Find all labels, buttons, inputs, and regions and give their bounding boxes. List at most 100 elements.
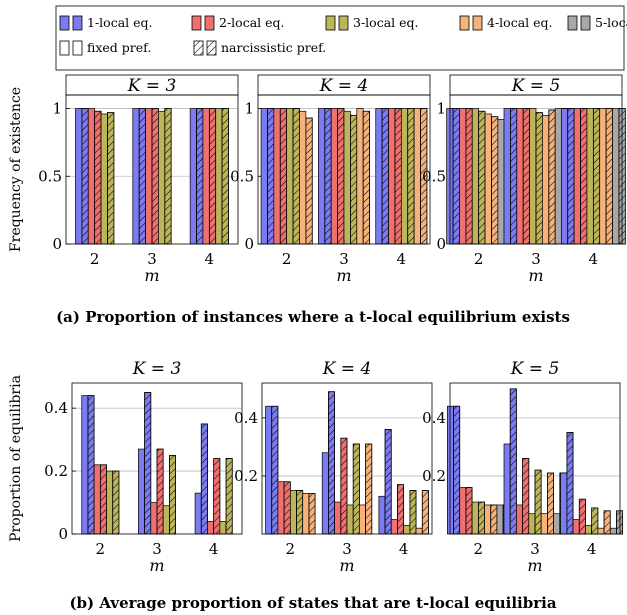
bar-hatch bbox=[279, 108, 288, 245]
x-tick-label: 3 bbox=[152, 540, 162, 558]
bar-hatch bbox=[421, 490, 429, 535]
legend-label: 1-local eq. bbox=[87, 15, 153, 30]
bar bbox=[496, 504, 504, 535]
bar-hatch bbox=[592, 108, 601, 245]
bar bbox=[265, 405, 273, 535]
panel-title: K = 5 bbox=[510, 359, 560, 379]
y-axis-label: Proportion of equilibria bbox=[8, 375, 24, 542]
bar-hatch bbox=[522, 108, 530, 245]
x-axis-label: m bbox=[144, 266, 159, 285]
y-tick-label: 0.5 bbox=[230, 167, 254, 185]
legend-swatch bbox=[193, 40, 204, 56]
bar-hatch bbox=[169, 455, 176, 535]
bar bbox=[219, 521, 227, 535]
bar-hatch bbox=[477, 501, 485, 535]
bar bbox=[585, 524, 593, 535]
legend-swatch bbox=[459, 15, 470, 31]
bar bbox=[378, 495, 386, 535]
x-axis-label: m bbox=[339, 556, 354, 575]
bar-hatch bbox=[384, 429, 392, 535]
bar-hatch bbox=[567, 108, 575, 245]
bar bbox=[318, 108, 326, 245]
legend-swatch bbox=[191, 15, 202, 31]
bar-hatch bbox=[296, 490, 304, 535]
bar bbox=[503, 443, 511, 535]
legend-swatch bbox=[580, 15, 591, 31]
bar-hatch bbox=[94, 110, 102, 245]
bar bbox=[388, 108, 396, 245]
panel: K = 5 0.2 0.4 2 3 4 m bbox=[422, 359, 624, 575]
bar bbox=[260, 108, 268, 245]
bar bbox=[609, 527, 617, 535]
bar-hatch bbox=[144, 392, 152, 535]
x-tick-label: 4 bbox=[587, 540, 597, 558]
bar bbox=[215, 108, 223, 245]
bar bbox=[471, 108, 480, 245]
bar bbox=[359, 504, 366, 535]
panel: K = 4 0.2 0.4 2 3 4 m bbox=[234, 359, 433, 575]
legend-swatch bbox=[59, 40, 70, 56]
panel-title: K = 3 bbox=[127, 76, 177, 96]
bar bbox=[158, 110, 166, 245]
bar-hatch bbox=[267, 108, 275, 245]
bar-hatch bbox=[478, 110, 486, 245]
panel: K = 4 0 0.5 1 2 3 4 m bbox=[230, 74, 431, 285]
bar-hatch bbox=[491, 116, 499, 245]
x-axis-label: m bbox=[527, 556, 542, 575]
y-tick-label: 0 bbox=[58, 525, 68, 543]
x-tick-label: 3 bbox=[342, 540, 352, 558]
x-tick-label: 3 bbox=[339, 250, 349, 268]
plot-frame bbox=[65, 94, 239, 245]
bar bbox=[330, 108, 338, 245]
bar bbox=[194, 492, 202, 535]
legend-swatch bbox=[567, 15, 578, 31]
y-tick-label: 1 bbox=[436, 100, 446, 118]
legend-swatch bbox=[472, 15, 483, 31]
bar bbox=[207, 521, 215, 535]
bar bbox=[572, 519, 580, 535]
legend-swatch bbox=[325, 15, 336, 31]
bar bbox=[299, 110, 307, 245]
bar-hatch bbox=[340, 437, 348, 535]
y-tick-label: 0.2 bbox=[422, 467, 446, 485]
bar-hatch bbox=[324, 108, 332, 245]
bar bbox=[145, 108, 153, 245]
bar bbox=[516, 504, 523, 535]
bar-hatch bbox=[271, 405, 279, 535]
bar-hatch bbox=[522, 458, 530, 535]
bar bbox=[343, 110, 351, 245]
legend-label: 3-local eq. bbox=[353, 15, 419, 30]
bar bbox=[459, 487, 467, 535]
bar bbox=[459, 108, 467, 245]
plot-frame bbox=[261, 382, 433, 535]
panel: K = 3 0 0.2 0.4 2 3 4 m bbox=[44, 359, 243, 575]
bar-hatch bbox=[337, 108, 345, 245]
bar-hatch bbox=[465, 108, 473, 245]
bar-hatch bbox=[591, 507, 599, 535]
bar bbox=[346, 504, 354, 535]
legend-label: fixed pref. bbox=[87, 40, 151, 55]
x-tick-label: 2 bbox=[282, 250, 292, 268]
bar-hatch bbox=[213, 458, 221, 535]
bar bbox=[375, 108, 383, 245]
y-tick-label: 0.4 bbox=[422, 409, 446, 427]
bar bbox=[277, 481, 285, 535]
bar bbox=[597, 527, 605, 535]
bar bbox=[321, 452, 329, 535]
y-tick-label: 0 bbox=[244, 235, 254, 253]
bar-hatch bbox=[87, 395, 95, 535]
x-tick-label: 4 bbox=[209, 540, 219, 558]
legend-swatch bbox=[59, 15, 70, 31]
bar-hatch bbox=[112, 470, 120, 535]
bar bbox=[106, 470, 114, 535]
y-tick-label: 0.4 bbox=[44, 399, 68, 417]
bar bbox=[484, 504, 492, 535]
bar bbox=[529, 108, 537, 245]
bar-hatch bbox=[453, 405, 461, 535]
bar bbox=[132, 108, 140, 245]
legend-swatch bbox=[72, 15, 83, 31]
bar bbox=[334, 501, 342, 535]
bar-hatch bbox=[200, 423, 208, 535]
bar bbox=[302, 492, 310, 535]
bar-hatch bbox=[580, 108, 588, 245]
